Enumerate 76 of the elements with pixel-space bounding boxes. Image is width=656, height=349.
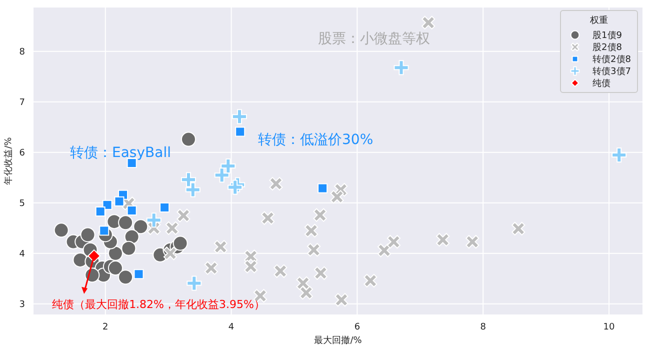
x-tick-label: 8	[480, 322, 486, 332]
legend-label: 转债3债7	[592, 66, 631, 78]
point	[235, 126, 246, 137]
x-axis-title: 最大回撤/%	[314, 335, 362, 346]
y-tick-label: 6	[19, 148, 26, 159]
y-tick-label: 4	[19, 250, 26, 260]
point	[124, 229, 140, 244]
point	[314, 266, 328, 280]
y-tick-label: 5	[19, 199, 25, 210]
point	[180, 172, 196, 188]
point	[214, 168, 230, 183]
point	[176, 208, 190, 222]
point	[108, 260, 123, 276]
point	[165, 221, 179, 235]
annotation: 纯债（最大回撤1.82%，年化收益3.95%）	[52, 298, 265, 311]
point	[163, 246, 178, 260]
point	[114, 196, 124, 206]
point	[80, 227, 96, 242]
point	[330, 190, 344, 204]
point	[204, 261, 218, 275]
y-axis-title: 年化收益/%	[3, 136, 14, 185]
point	[95, 206, 106, 216]
point	[261, 211, 275, 225]
point	[186, 276, 202, 291]
point	[185, 182, 200, 198]
x-tick-label: 6	[354, 322, 360, 332]
point	[160, 202, 170, 212]
point	[299, 286, 314, 300]
point	[134, 269, 144, 280]
y-tick-label: 3	[19, 300, 25, 310]
point	[306, 243, 321, 257]
point	[118, 215, 134, 230]
point	[394, 60, 409, 76]
point	[220, 158, 236, 174]
x-tick-label: 4	[228, 322, 234, 332]
point	[172, 236, 188, 251]
x-tick-label: 2	[102, 322, 108, 332]
point	[612, 147, 627, 162]
legend-title: 权重	[588, 14, 609, 27]
point	[436, 232, 450, 247]
point	[180, 132, 196, 147]
point	[121, 240, 136, 256]
legend-label: 股2债8	[592, 42, 622, 54]
point	[214, 240, 228, 254]
point	[512, 222, 526, 236]
legend-label: 转债2债8	[592, 54, 631, 66]
annotation: 股票：小微盘等权	[318, 30, 430, 48]
annotation: 转债：EasyBall	[70, 144, 171, 162]
point	[318, 183, 328, 194]
legend-label: 纯债	[592, 78, 611, 90]
point	[126, 205, 137, 216]
point	[244, 260, 258, 274]
point	[232, 109, 247, 124]
point	[274, 264, 288, 278]
point	[108, 246, 123, 261]
point	[54, 222, 69, 238]
point	[118, 270, 134, 285]
point	[102, 200, 112, 210]
point	[313, 208, 327, 222]
point	[334, 293, 348, 307]
point	[304, 224, 318, 238]
point	[88, 249, 101, 262]
point	[364, 274, 378, 288]
point	[466, 234, 480, 249]
legend-label: 股1债9	[592, 30, 622, 42]
point	[386, 234, 401, 249]
annotation: 转债：低溢价30%	[258, 131, 374, 149]
point	[133, 219, 148, 234]
point	[377, 244, 392, 258]
point	[296, 276, 310, 290]
point	[146, 212, 162, 228]
point	[269, 176, 283, 191]
y-tick-label: 7	[19, 98, 25, 108]
x-tick-label: 10	[603, 322, 616, 332]
y-tick-label: 8	[19, 48, 26, 58]
point	[422, 16, 436, 30]
